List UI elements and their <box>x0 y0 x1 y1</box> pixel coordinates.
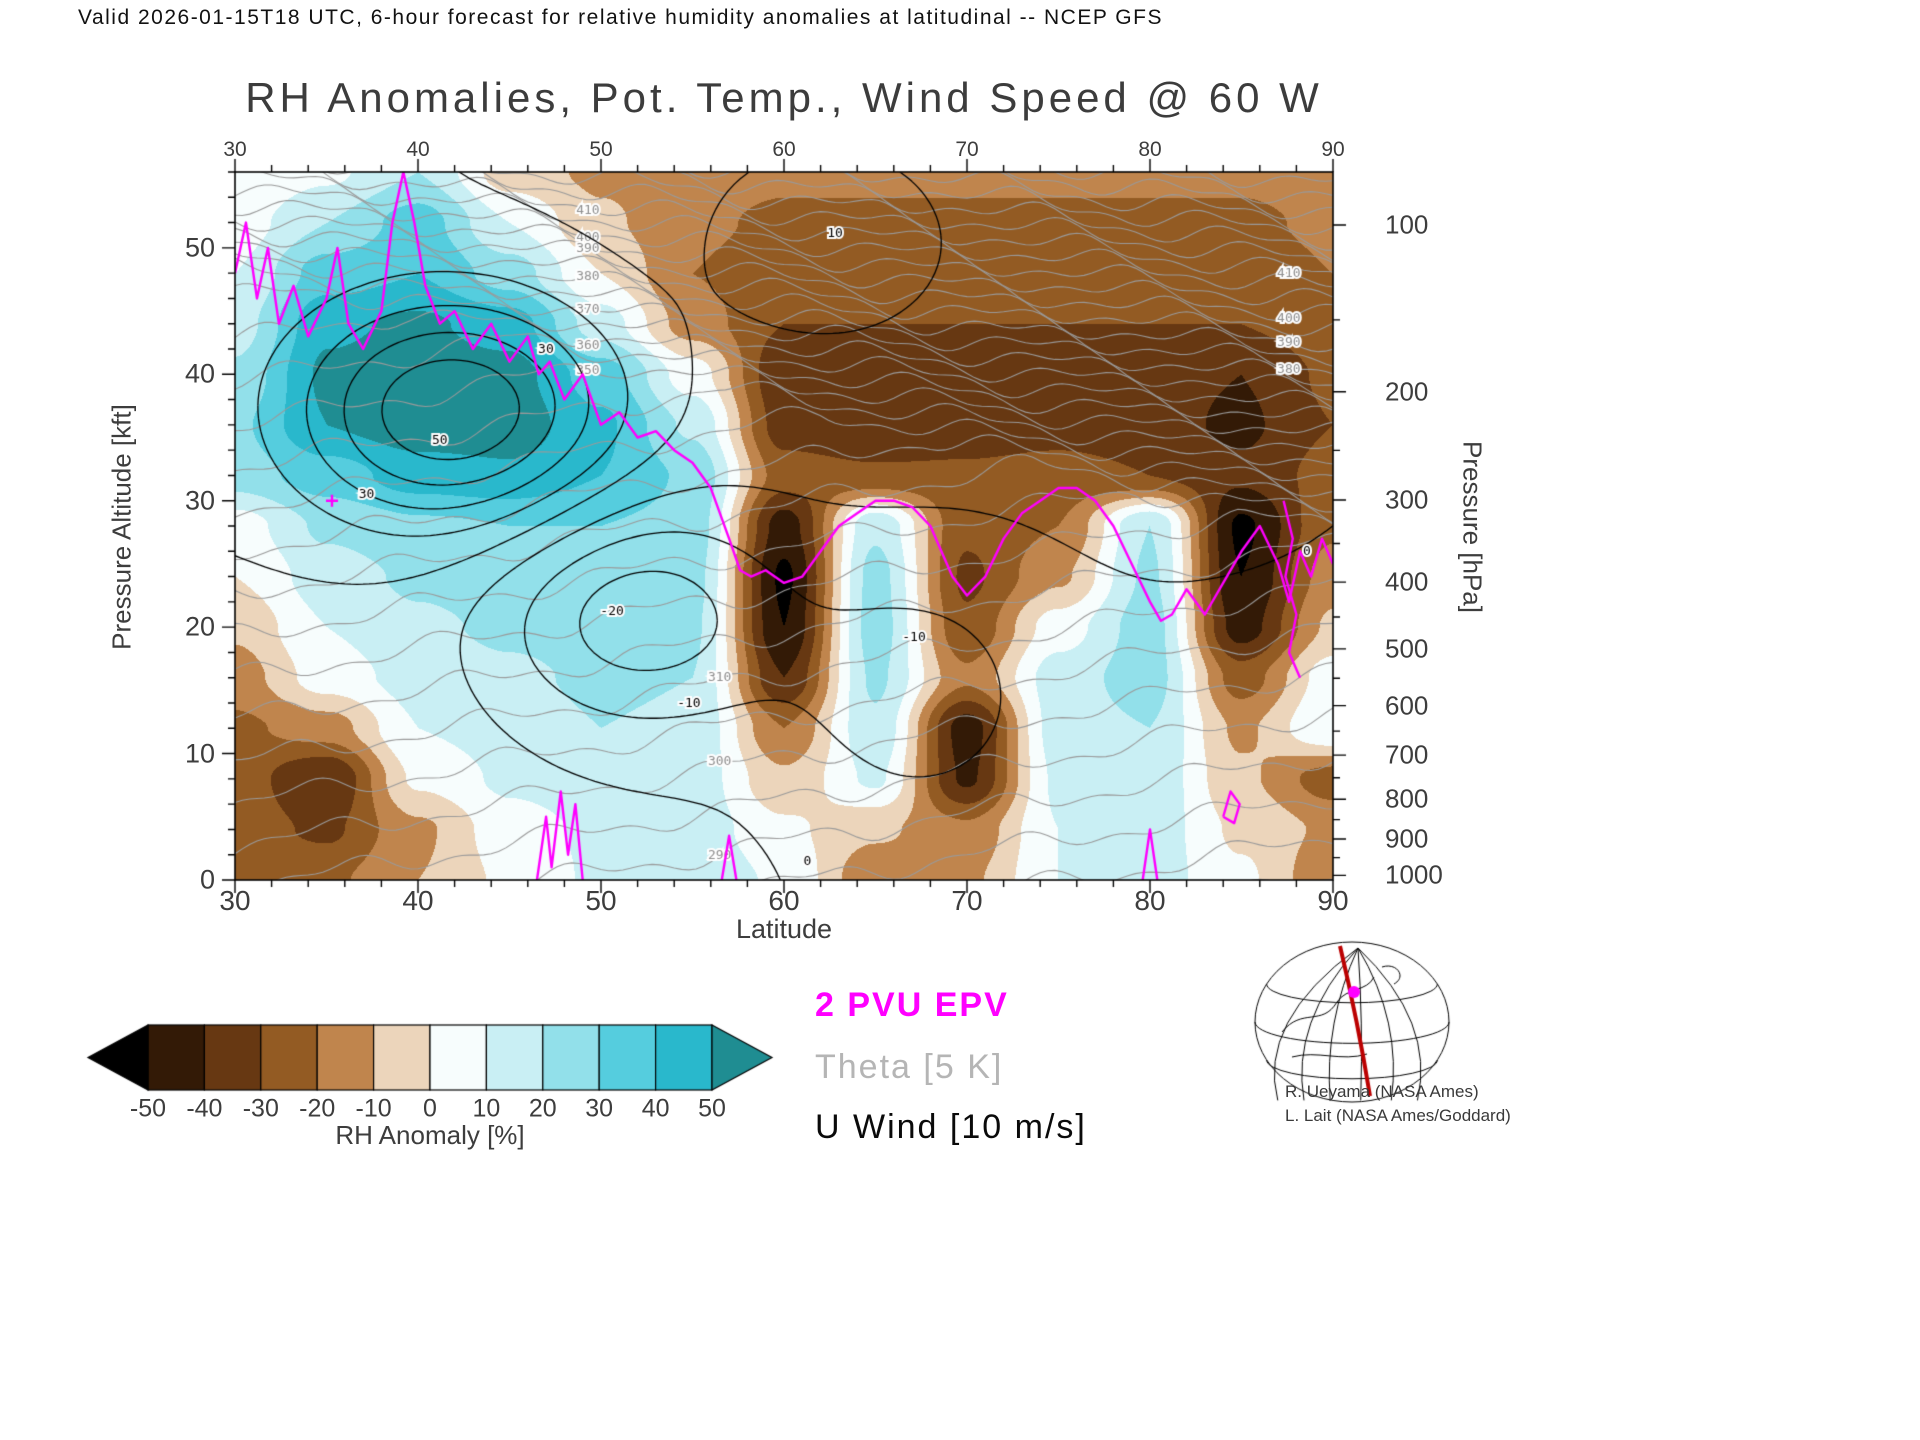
colorbar-tick-label: 30 <box>585 1094 614 1123</box>
pressure-tick-label: 700 <box>1385 739 1429 770</box>
x-tick-label: 80 <box>1134 885 1166 916</box>
x-tick-label-top: 40 <box>406 138 430 161</box>
colorbar-tick-label: -50 <box>129 1094 167 1123</box>
x-tick-label: 40 <box>402 885 434 916</box>
map-inset <box>1252 940 1452 1105</box>
y-tick-label-kft: 10 <box>184 738 215 769</box>
x-tick-label: 70 <box>951 885 983 916</box>
x-tick-label: 30 <box>219 885 251 916</box>
y-tick-label-kft: 20 <box>184 611 215 642</box>
colorbar-tick-label: 20 <box>528 1094 557 1123</box>
valid-time-line: Valid 2026-01-15T18 UTC, 6-hour forecast… <box>78 6 1163 29</box>
legend-epv: 2 PVU EPV <box>815 986 1009 1024</box>
colorbar-tick-label: 40 <box>641 1094 670 1123</box>
x-tick-label: 60 <box>768 885 800 916</box>
legend-theta: Theta [5 K] <box>815 1048 1004 1086</box>
pressure-tick-label: 500 <box>1385 633 1429 664</box>
x-tick-label-top: 80 <box>1138 138 1162 161</box>
x-axis-title: Latitude <box>735 914 833 944</box>
x-tick-label-top: 60 <box>772 138 796 161</box>
pressure-tick-label: 400 <box>1385 566 1429 597</box>
credit-line-1: R. Ueyama (NASA Ames) <box>1285 1082 1479 1101</box>
colorbar-tick-label: -10 <box>355 1094 392 1123</box>
colorbar-tick-label: -30 <box>242 1094 279 1123</box>
pressure-tick-label: 600 <box>1385 690 1429 721</box>
x-tick-label-top: 50 <box>589 138 613 161</box>
y-axis-title-right: Pressure [hPa] <box>1457 441 1488 613</box>
legend-uwind: U Wind [10 m/s] <box>815 1108 1087 1146</box>
colorbar-tick-label: 10 <box>472 1094 501 1123</box>
y-tick-label-kft: 50 <box>184 232 215 263</box>
pressure-tick-label: 800 <box>1385 783 1429 814</box>
pressure-tick-label: 200 <box>1385 376 1429 407</box>
colorbar <box>88 1025 772 1090</box>
y-tick-label-kft: 40 <box>184 358 215 389</box>
plot-title: RH Anomalies, Pot. Temp., Wind Speed @ 6… <box>245 74 1323 121</box>
x-tick-label-top: 70 <box>955 138 979 161</box>
y-tick-label-kft: 0 <box>199 864 215 895</box>
x-tick-label: 50 <box>585 885 617 916</box>
y-axis-title-left: Pressure Altitude [kft] <box>106 404 137 650</box>
x-tick-label: 90 <box>1317 885 1349 916</box>
credit-line-2: L. Lait (NASA Ames/Goddard) <box>1285 1106 1511 1125</box>
pressure-tick-label: 1000 <box>1385 859 1443 890</box>
x-tick-label-top: 90 <box>1321 138 1345 161</box>
pressure-tick-label: 900 <box>1385 823 1429 854</box>
colorbar-tick-label: -20 <box>299 1094 336 1123</box>
y-tick-label-kft: 30 <box>184 485 215 516</box>
colorbar-tick-label: 50 <box>698 1094 726 1123</box>
pressure-tick-label: 100 <box>1385 209 1429 240</box>
colorbar-tick-label: -40 <box>186 1094 223 1123</box>
colorbar-label: RH Anomaly [%] <box>335 1120 525 1150</box>
x-tick-label-top: 30 <box>223 138 247 161</box>
plot-area <box>235 172 1333 880</box>
pressure-tick-label: 300 <box>1385 484 1429 515</box>
colorbar-tick-label: 0 <box>423 1094 437 1123</box>
